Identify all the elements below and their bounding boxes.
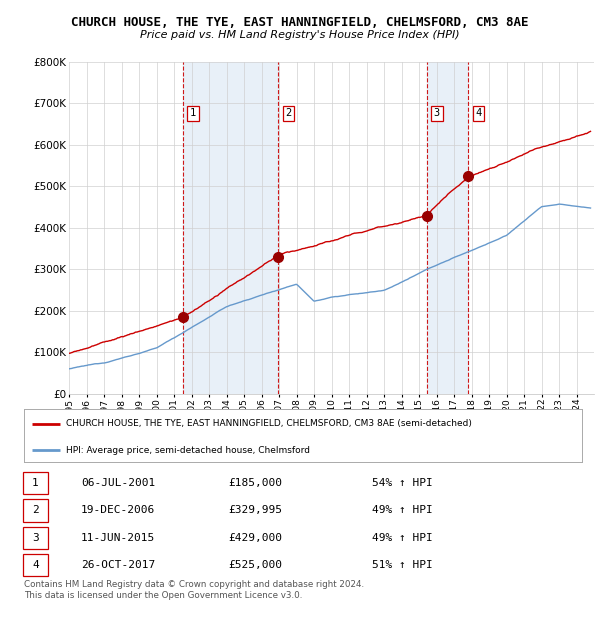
Text: £185,000: £185,000 xyxy=(228,478,282,488)
Text: 06-JUL-2001: 06-JUL-2001 xyxy=(81,478,155,488)
Bar xyxy=(427,62,469,394)
Text: Price paid vs. HM Land Registry's House Price Index (HPI): Price paid vs. HM Land Registry's House … xyxy=(140,30,460,40)
Text: 2: 2 xyxy=(32,505,39,515)
Text: £525,000: £525,000 xyxy=(228,560,282,570)
Text: CHURCH HOUSE, THE TYE, EAST HANNINGFIELD, CHELMSFORD, CM3 8AE: CHURCH HOUSE, THE TYE, EAST HANNINGFIELD… xyxy=(71,16,529,29)
Text: 4: 4 xyxy=(475,108,482,118)
Text: 51% ↑ HPI: 51% ↑ HPI xyxy=(372,560,433,570)
Text: CHURCH HOUSE, THE TYE, EAST HANNINGFIELD, CHELMSFORD, CM3 8AE (semi-detached): CHURCH HOUSE, THE TYE, EAST HANNINGFIELD… xyxy=(66,420,472,428)
Text: 54% ↑ HPI: 54% ↑ HPI xyxy=(372,478,433,488)
Text: HPI: Average price, semi-detached house, Chelmsford: HPI: Average price, semi-detached house,… xyxy=(66,446,310,455)
Text: 2: 2 xyxy=(286,108,292,118)
Bar xyxy=(183,62,278,394)
Text: 3: 3 xyxy=(32,533,39,542)
Text: £329,995: £329,995 xyxy=(228,505,282,515)
Text: £429,000: £429,000 xyxy=(228,533,282,542)
Text: 49% ↑ HPI: 49% ↑ HPI xyxy=(372,505,433,515)
Text: Contains HM Land Registry data © Crown copyright and database right 2024.
This d: Contains HM Land Registry data © Crown c… xyxy=(24,580,364,600)
Text: 1: 1 xyxy=(190,108,196,118)
Text: 3: 3 xyxy=(434,108,440,118)
Text: 49% ↑ HPI: 49% ↑ HPI xyxy=(372,533,433,542)
Text: 4: 4 xyxy=(32,560,39,570)
Text: 19-DEC-2006: 19-DEC-2006 xyxy=(81,505,155,515)
Text: 11-JUN-2015: 11-JUN-2015 xyxy=(81,533,155,542)
Text: 1: 1 xyxy=(32,478,39,488)
Text: 26-OCT-2017: 26-OCT-2017 xyxy=(81,560,155,570)
